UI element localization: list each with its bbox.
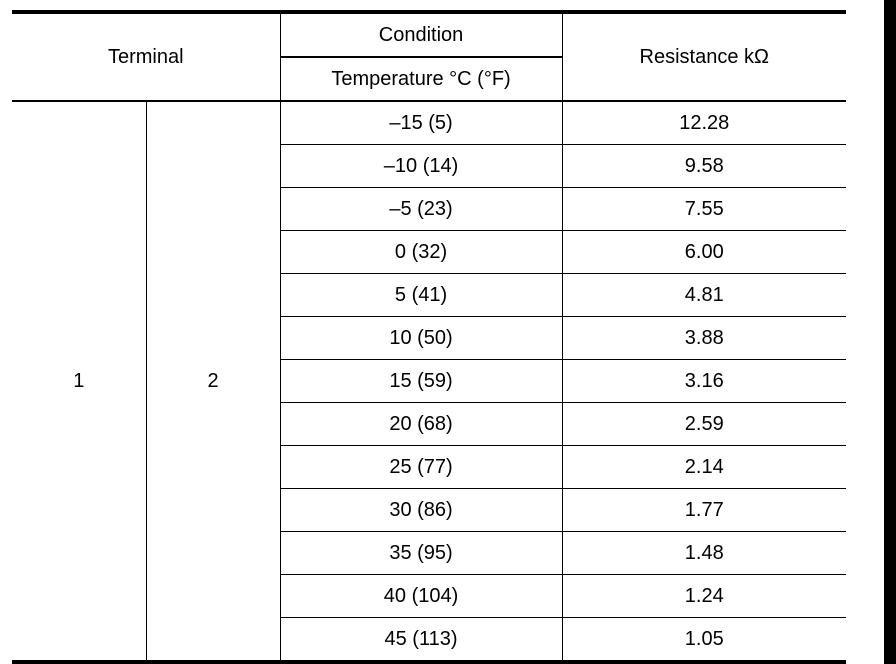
terminal-2-cell: 2 [145, 100, 281, 664]
temperature-cell: –5 (23) [279, 187, 563, 231]
condition-header: Condition [279, 10, 563, 58]
resistance-cell: 9.58 [561, 144, 847, 188]
resistance-cell: 7.55 [561, 187, 847, 231]
resistance-table: Terminal Condition Resistance kΩ Tempera… [12, 10, 847, 664]
header-row-1: Terminal Condition Resistance kΩ [12, 10, 847, 102]
temperature-cell: –15 (5) [279, 100, 563, 145]
terminal-1-cell: 1 [12, 100, 147, 664]
resistance-cell: 4.81 [561, 273, 847, 317]
table-row: 40 (104) 1.24 [12, 574, 847, 618]
temperature-cell: 5 (41) [279, 273, 563, 317]
temperature-cell: 45 (113) [279, 617, 563, 664]
resistance-cell: 2.14 [561, 445, 847, 489]
table-row: 30 (86) 1.77 [12, 488, 847, 532]
header-row-2: Temperature °C (°F) [12, 56, 846, 102]
temperature-cell: –10 (14) [279, 144, 563, 188]
terminal-header: Terminal [12, 10, 281, 102]
resistance-cell: 1.77 [561, 488, 847, 532]
table-row: 15 (59) 3.16 [12, 359, 847, 403]
resistance-cell: 1.48 [561, 531, 847, 575]
temperature-cell: 10 (50) [279, 316, 563, 360]
table-row: 5 (41) 4.81 [12, 273, 847, 317]
resistance-header: Resistance kΩ [561, 10, 847, 102]
resistance-cell: 12.28 [561, 100, 847, 145]
table-row: 35 (95) 1.48 [12, 531, 847, 575]
table-row: 10 (50) 3.88 [12, 316, 847, 360]
table-row: 1 2 –15 (5) 12.28 [12, 100, 847, 664]
table-row: –5 (23) 7.55 [12, 187, 847, 231]
table-row: 45 (113) 1.05 [12, 617, 847, 664]
resistance-cell: 1.24 [561, 574, 847, 618]
resistance-cell: 1.05 [561, 617, 847, 664]
table-row: 25 (77) 2.14 [12, 445, 847, 489]
temperature-cell: 25 (77) [279, 445, 563, 489]
resistance-cell: 3.16 [561, 359, 847, 403]
temperature-cell: 40 (104) [279, 574, 563, 618]
temperature-header: Temperature °C (°F) [279, 56, 563, 102]
temperature-cell: 20 (68) [279, 402, 563, 446]
temperature-cell: 15 (59) [279, 359, 563, 403]
resistance-cell: 2.59 [561, 402, 847, 446]
resistance-cell: 3.88 [561, 316, 847, 360]
temperature-cell: 35 (95) [279, 531, 563, 575]
temperature-cell: 30 (86) [279, 488, 563, 532]
temperature-cell: 0 (32) [279, 230, 563, 274]
resistance-cell: 6.00 [561, 230, 847, 274]
